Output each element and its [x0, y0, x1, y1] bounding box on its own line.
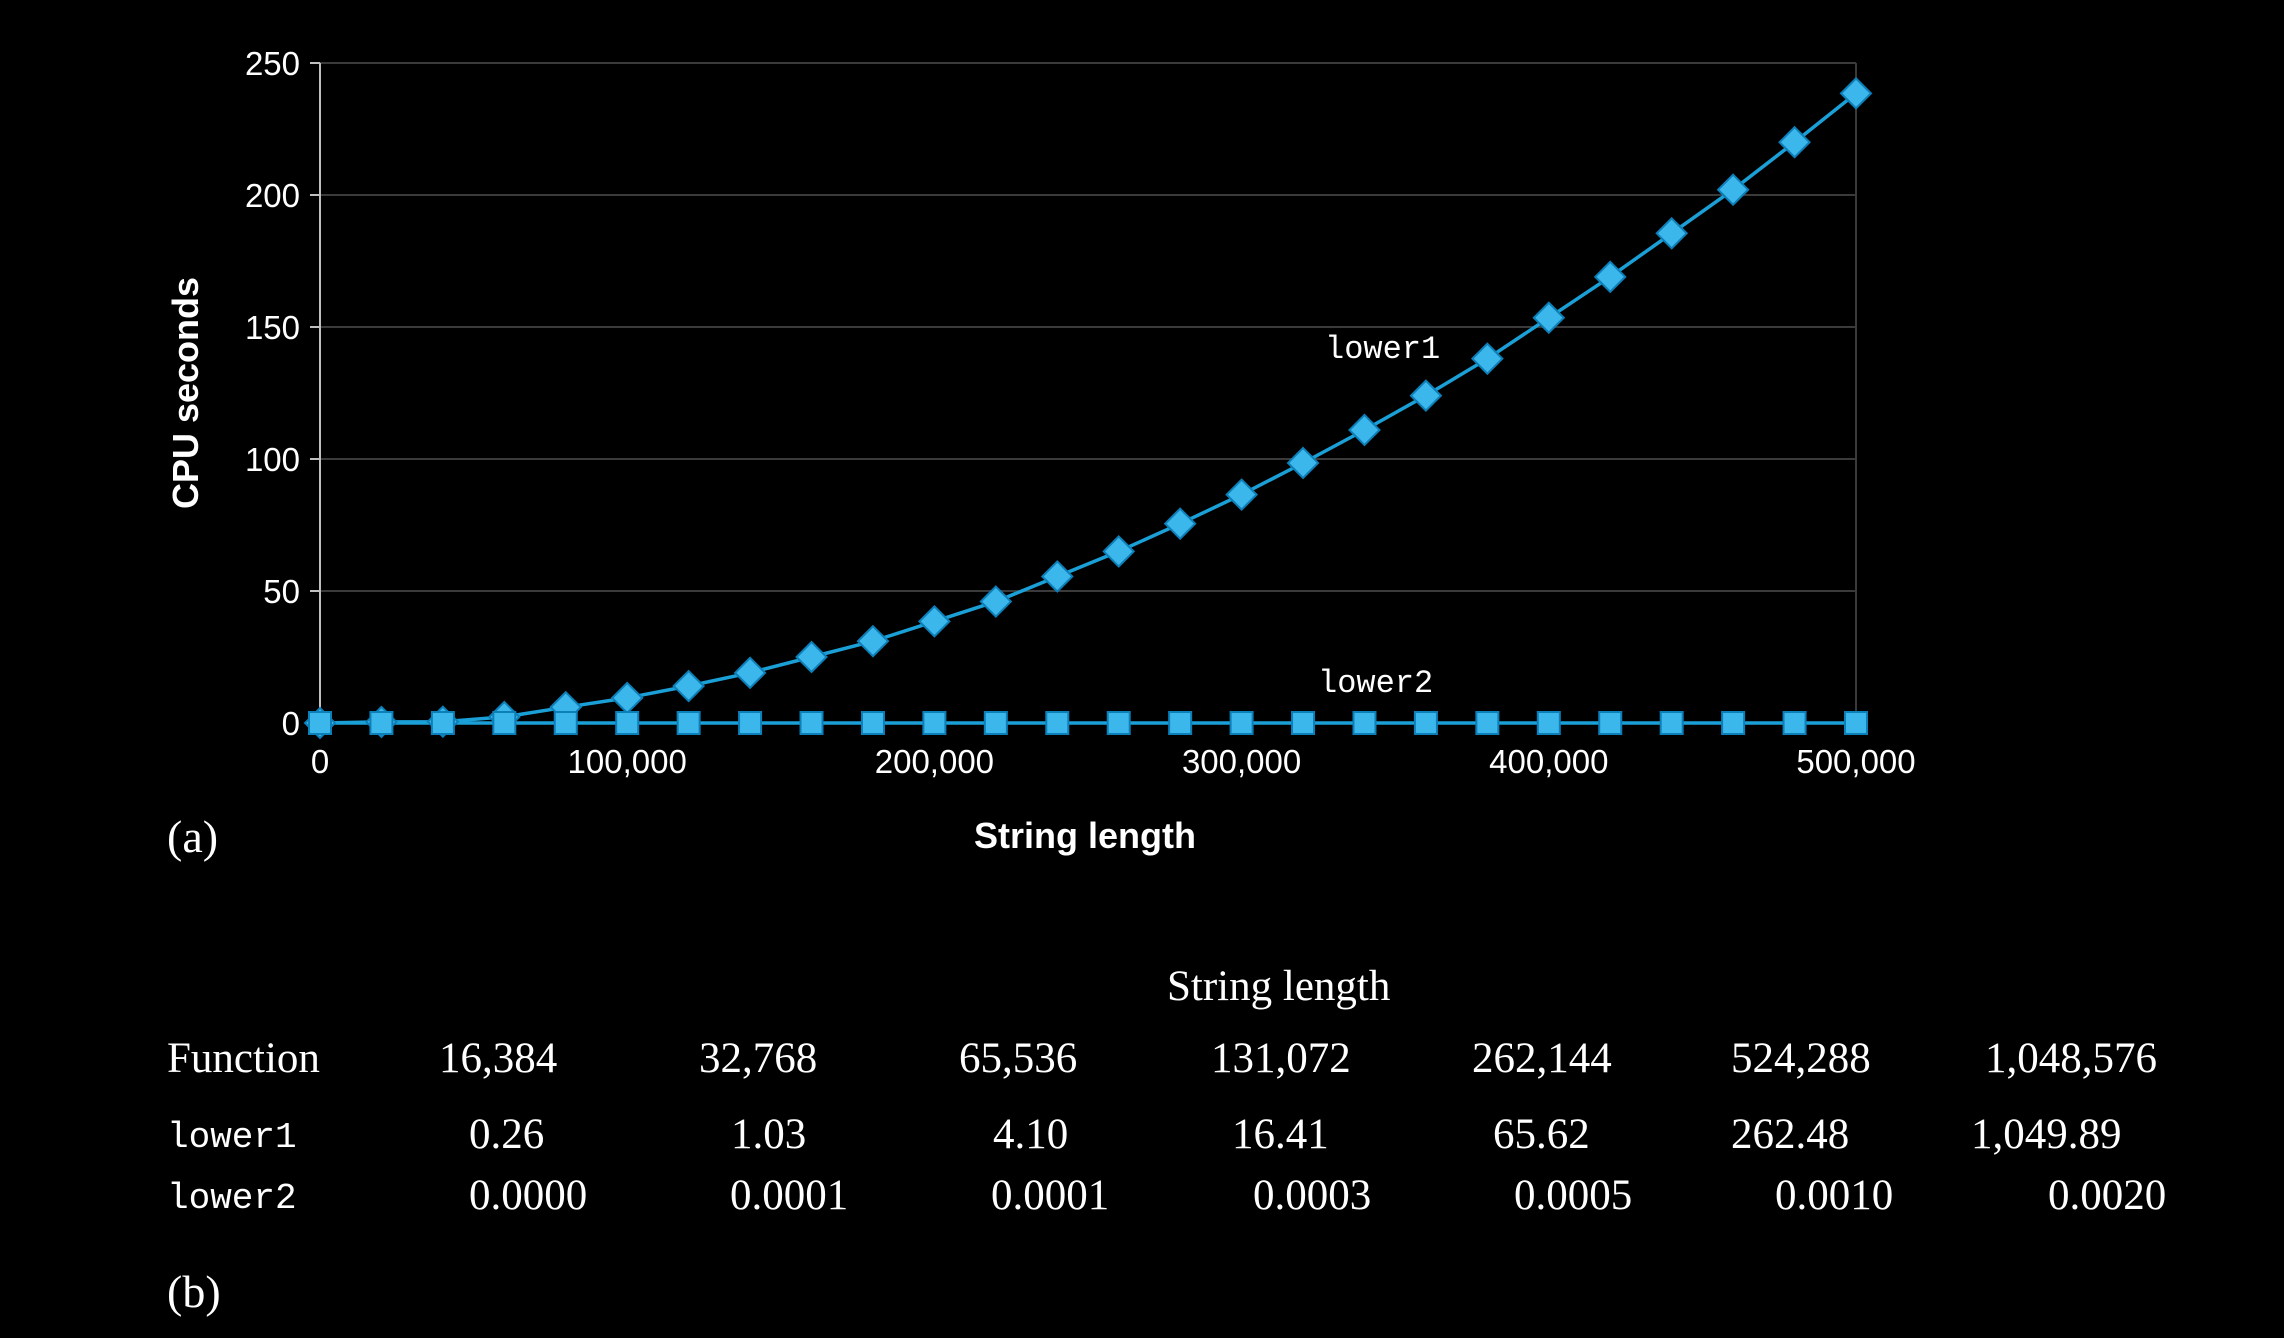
data-point-lower2	[1598, 711, 1623, 735]
data-point-lower2	[1229, 711, 1254, 735]
data-point-lower2	[1291, 711, 1316, 735]
data-point-lower1	[672, 669, 706, 703]
data-point-lower1	[1286, 446, 1320, 480]
data-point-lower1	[1470, 342, 1504, 376]
table-cell: 0.0005	[1514, 1172, 1633, 1219]
table-row-label-lower1: lower1	[167, 1117, 297, 1158]
y-tick-label: 100	[245, 441, 300, 478]
table-column-header: 65,536	[959, 1035, 1078, 1082]
table-column-header: 524,288	[1731, 1035, 1871, 1082]
series-label-lower2: lower2	[1318, 665, 1433, 702]
chart-tick-labels: 0 50 100 150 200 250 0 100,000 200,000 300,000 400…	[245, 45, 1916, 780]
data-point-lower1	[1532, 301, 1566, 335]
table-cell: 262.48	[1731, 1111, 1850, 1158]
data-point-lower2	[738, 711, 763, 735]
data-point-lower2	[922, 711, 947, 735]
table-column-header: 16,384	[439, 1035, 558, 1082]
data-point-lower2	[1782, 711, 1807, 735]
data-point-lower1	[1593, 260, 1627, 294]
table-function-header: Function	[167, 1035, 320, 1082]
data-point-lower2	[369, 711, 394, 735]
data-point-lower2	[1168, 711, 1193, 735]
x-tick-label: 400,000	[1489, 743, 1608, 780]
x-tick-label: 0	[311, 743, 329, 780]
table-column-header: 131,072	[1211, 1035, 1351, 1082]
data-point-lower1	[917, 604, 951, 638]
table-cell: 16.41	[1232, 1111, 1329, 1158]
chart-series	[303, 76, 1873, 740]
table-cell: 0.0010	[1775, 1172, 1894, 1219]
y-tick-label: 250	[245, 45, 300, 82]
data-point-lower1	[856, 624, 890, 658]
data-point-lower2	[1413, 711, 1438, 735]
data-point-lower2	[799, 711, 824, 735]
y-tick-label: 150	[245, 309, 300, 346]
table-cell: 1.03	[731, 1111, 807, 1158]
y-tick-label: 200	[245, 177, 300, 214]
data-point-lower2	[553, 711, 578, 735]
data-point-lower1	[1716, 173, 1750, 207]
table-group-header: String length	[1167, 963, 1391, 1010]
table-cell: 0.0020	[2048, 1172, 2167, 1219]
data-point-lower2	[1844, 711, 1868, 735]
x-tick-label: 100,000	[568, 743, 687, 780]
data-point-lower1	[610, 681, 644, 715]
table-cell: 0.0001	[730, 1172, 849, 1219]
table-cell: 0.0003	[1253, 1172, 1372, 1219]
table-column-header: 32,768	[699, 1035, 818, 1082]
panel-label-a: (a)	[167, 811, 218, 862]
data-point-lower2	[1536, 711, 1561, 735]
data-point-lower1	[1225, 478, 1259, 512]
chart-grid	[320, 62, 1857, 723]
data-point-lower2	[1721, 711, 1746, 735]
data-point-lower2	[860, 711, 885, 735]
data-point-lower2	[1045, 711, 1070, 735]
data-point-lower1	[1839, 76, 1873, 110]
data-point-lower2	[1106, 711, 1131, 735]
table-column-header: 1,048,576	[1985, 1035, 2157, 1082]
data-point-lower1	[795, 640, 828, 674]
data-point-lower2	[1352, 711, 1377, 735]
data-point-lower2	[430, 711, 455, 735]
data-point-lower2	[1475, 711, 1500, 735]
cpu-seconds-chart: 0 50 100 150 200 250 0 100,000 200,000 300,000 400…	[165, 45, 1916, 862]
table-column-header: 262,144	[1472, 1035, 1612, 1082]
x-tick-label: 300,000	[1182, 743, 1301, 780]
panel-label-b: (b)	[167, 1266, 221, 1317]
data-point-lower2	[1659, 711, 1684, 735]
x-axis-title: String length	[974, 815, 1196, 856]
data-point-lower1	[979, 585, 1013, 618]
x-tick-label: 500,000	[1796, 743, 1915, 780]
data-point-lower1	[1778, 125, 1811, 159]
data-point-lower1	[1102, 534, 1136, 568]
y-tick-label: 50	[263, 573, 300, 610]
series-line-lower1	[319, 92, 1858, 725]
data-point-lower1	[1655, 216, 1689, 250]
data-point-lower2	[615, 711, 640, 735]
chart-axes	[310, 62, 1857, 733]
table-cell: 65.62	[1493, 1111, 1590, 1158]
table-cell: 0.0001	[991, 1172, 1110, 1219]
data-point-lower1	[1163, 507, 1197, 541]
y-tick-label: 0	[282, 705, 300, 742]
x-tick-label: 200,000	[875, 743, 994, 780]
data-point-lower2	[308, 711, 332, 735]
data-point-lower1	[1348, 413, 1381, 447]
data-point-lower1	[1409, 379, 1443, 413]
table-cell: 0.26	[469, 1111, 545, 1158]
data-point-lower2	[492, 711, 517, 735]
data-point-lower2	[983, 711, 1008, 735]
table-cell: 4.10	[993, 1111, 1069, 1158]
series-label-lower1: lower1	[1325, 331, 1440, 368]
table-cell: 1,049.89	[1971, 1111, 2122, 1158]
data-point-lower1	[1040, 560, 1074, 593]
data-point-lower1	[733, 656, 767, 690]
table-row-label-lower2: lower2	[167, 1178, 297, 1219]
table-cell: 0.0000	[469, 1172, 588, 1219]
data-point-lower2	[676, 711, 701, 735]
y-axis-title: CPU seconds	[165, 277, 206, 509]
